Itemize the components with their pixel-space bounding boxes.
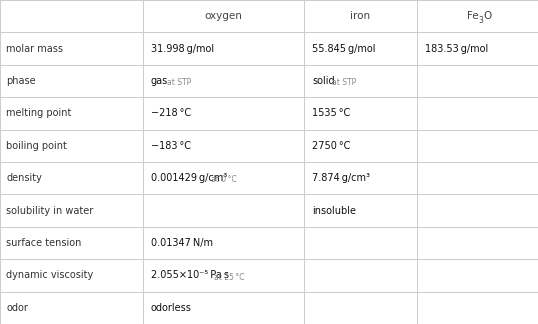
Text: at 25 °C: at 25 °C <box>214 272 245 282</box>
Text: O: O <box>483 11 492 21</box>
Text: dynamic viscosity: dynamic viscosity <box>6 271 94 280</box>
Text: 183.53 g/mol: 183.53 g/mol <box>425 44 489 53</box>
Text: −183 °C: −183 °C <box>151 141 190 151</box>
Text: 2.055×10⁻⁵ Pa s: 2.055×10⁻⁵ Pa s <box>151 271 229 280</box>
Text: oxygen: oxygen <box>204 11 242 21</box>
Text: at STP: at STP <box>332 78 356 87</box>
Text: boiling point: boiling point <box>6 141 67 151</box>
Text: solubility in water: solubility in water <box>6 206 94 215</box>
Text: density: density <box>6 173 43 183</box>
Text: melting point: melting point <box>6 109 72 118</box>
Text: 55.845 g/mol: 55.845 g/mol <box>312 44 376 53</box>
Text: 7.874 g/cm³: 7.874 g/cm³ <box>312 173 370 183</box>
Text: iron: iron <box>350 11 371 21</box>
Text: −218 °C: −218 °C <box>151 109 191 118</box>
Text: at 0 °C: at 0 °C <box>211 175 237 184</box>
Text: 3: 3 <box>479 16 484 25</box>
Text: odorless: odorless <box>151 303 192 313</box>
Text: at STP: at STP <box>167 78 192 87</box>
Text: 0.001429 g/cm³: 0.001429 g/cm³ <box>151 173 227 183</box>
Text: surface tension: surface tension <box>6 238 82 248</box>
Text: phase: phase <box>6 76 36 86</box>
Text: 31.998 g/mol: 31.998 g/mol <box>151 44 214 53</box>
Text: 2750 °C: 2750 °C <box>312 141 350 151</box>
Text: solid: solid <box>312 76 335 86</box>
Text: 1535 °C: 1535 °C <box>312 109 350 118</box>
Text: gas: gas <box>151 76 168 86</box>
Text: molar mass: molar mass <box>6 44 63 53</box>
Text: Fe: Fe <box>467 11 478 21</box>
Text: 0.01347 N/m: 0.01347 N/m <box>151 238 213 248</box>
Text: insoluble: insoluble <box>312 206 356 215</box>
Text: odor: odor <box>6 303 29 313</box>
